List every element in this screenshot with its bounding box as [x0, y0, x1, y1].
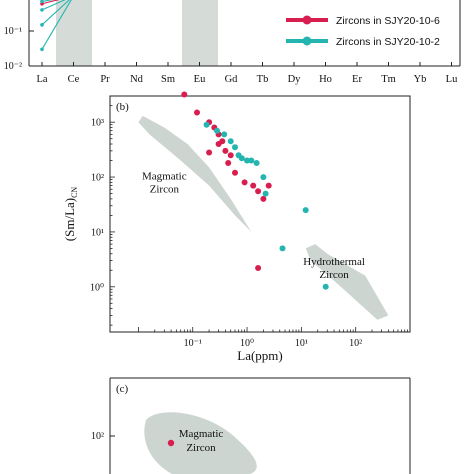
panel-b-point-sjy20-10-2 — [232, 144, 238, 151]
panel-a-xtick-label-gd: Gd — [225, 74, 239, 85]
legend: Zircons in SJY20-10-6 Zircons in SJY20-1… — [286, 15, 440, 48]
panel-a-series-line — [41, 0, 70, 26]
panel-a-series-line — [41, 0, 66, 11]
legend-marker-sjy20-10-6 — [302, 15, 312, 25]
panel-b-point-sjy20-10-2 — [253, 160, 260, 166]
panel-c-ytick-label: 10² — [91, 431, 104, 442]
panel-b-frame — [109, 95, 411, 333]
panel-b-ylabel: (Sm/La)CN — [62, 187, 79, 242]
panel-b-region-label: Hydrothermal — [303, 256, 365, 268]
panel-c-region-label-1: Zircon — [186, 442, 216, 454]
panel-a-xtick-label-sm: Sm — [161, 74, 175, 85]
panel-b-point-sjy20-10-6 — [227, 152, 234, 159]
panel-b-point-sjy20-10-6 — [222, 147, 229, 154]
panel-b-point-sjy20-10-2 — [221, 131, 228, 138]
panel-a-shade-eu — [182, 0, 218, 66]
panel-b-point-sjy20-10-6 — [206, 149, 213, 156]
panel-c-region-label-0: Magmatic — [179, 428, 224, 440]
panel-b-ytick-label: 10³ — [91, 118, 104, 129]
panel-c-label: (c) — [116, 383, 129, 395]
panel-b-point-sjy20-10-6 — [181, 91, 188, 98]
panel-a-xtick-label-dy: Dy — [288, 74, 302, 85]
panel-b-point-sjy20-10-2 — [260, 174, 267, 181]
panel-b-point-sjy20-10-2 — [322, 283, 329, 290]
panel-b-point-sjy20-10-6 — [215, 141, 222, 147]
panel-b-point-sjy20-10-2 — [227, 138, 234, 145]
panel-b-xlabel: La(ppm) — [237, 348, 282, 363]
legend-label-sjy20-10-2: Zircons in SJY20-10-2 — [336, 36, 440, 48]
panel-c-point — [167, 439, 175, 447]
panel-b-point-sjy20-10-6 — [260, 195, 267, 202]
panel-b-label: (b) — [116, 101, 129, 113]
panel-b-region-magmatic — [138, 115, 252, 232]
panel-a-xtick-label-tm: Tm — [381, 74, 396, 85]
panel-a-point — [40, 8, 44, 12]
panel-a-xtick-label-ce: Ce — [68, 74, 80, 85]
panel-b-point-sjy20-10-2 — [302, 207, 309, 214]
panel-b-point-sjy20-10-6 — [250, 182, 257, 189]
legend-marker-sjy20-10-2 — [302, 36, 312, 46]
panel-b-point-sjy20-10-2 — [279, 245, 286, 252]
panel-b-point-sjy20-10-6 — [194, 109, 200, 116]
panel-b-region-label: Zircon — [150, 184, 180, 196]
panel-b-point-sjy20-10-6 — [241, 179, 248, 186]
panel-b-point-sjy20-10-2 — [244, 157, 250, 164]
panel-b-xtick-label: 10¹ — [295, 338, 308, 349]
panel-b-point-sjy20-10-6 — [255, 265, 262, 271]
panel-a-xtick-label-tb: Tb — [257, 74, 269, 85]
panel-a-xtick-label-yb: Yb — [414, 74, 427, 85]
panel-b-region-label: Magmatic — [142, 171, 187, 183]
panel-a-ytick-0: 10⁻¹ — [4, 26, 22, 37]
panel-b-ylabel-main: (Sm/La) — [62, 198, 77, 241]
legend-label-sjy20-10-6: Zircons in SJY20-10-6 — [336, 15, 440, 27]
panel-a-series-line — [41, 0, 60, 5]
panel-b-point-sjy20-10-6 — [265, 182, 272, 189]
panel-b-point-sjy20-10-2 — [262, 190, 269, 197]
panel-b-xtick-label: 10² — [349, 338, 362, 349]
panel-b-region-hydrothermal — [305, 244, 389, 320]
panel-a-point — [40, 47, 44, 52]
panel-b-point-sjy20-10-2 — [248, 157, 255, 164]
panel-b-ytick-label: 10⁰ — [90, 282, 104, 293]
panel-b-ylabel-sub: CN — [70, 187, 79, 198]
panel-b-point-sjy20-10-6 — [255, 188, 262, 195]
panel-b-ytick-label: 10² — [91, 173, 104, 184]
panel-a-ree-pattern: La Ce Pr Nd Sm Eu Gd Tb Dy Ho Er Tm Yb Lu 10⁻¹ 10⁻² Z… — [4, 0, 461, 85]
panel-a-point — [40, 23, 44, 27]
panel-a-xtick-label-pr: Pr — [100, 74, 110, 85]
panel-c-region-magmatic — [144, 412, 257, 474]
panel-a-xtick-label-ho: Ho — [319, 74, 332, 85]
panel-c-scatter: Magmatic Zircon 10² (c) — [91, 377, 411, 474]
panel-b-xtick-label: 10⁻¹ — [184, 338, 202, 349]
panel-a-ytick-1: 10⁻² — [4, 61, 22, 72]
panel-b-point-sjy20-10-2 — [214, 127, 220, 134]
panel-b-point-sjy20-10-6 — [225, 160, 232, 166]
panel-a-xtick-label-nd: Nd — [130, 74, 144, 85]
panel-b-xtick-label: 10⁰ — [240, 338, 254, 349]
panel-a-xtick-label-lu: Lu — [446, 74, 458, 85]
panel-a-xtick-label-la: La — [36, 74, 47, 85]
panel-a-xtick-label-eu: Eu — [194, 74, 206, 85]
panel-a-shade-ce — [56, 0, 92, 66]
panel-b-ytick-label: 10¹ — [91, 227, 104, 238]
panel-b-point-sjy20-10-2 — [203, 121, 210, 128]
panel-a-point — [40, 0, 44, 4]
panel-a-xtick-label-er: Er — [352, 74, 362, 85]
panel-b-point-sjy20-10-6 — [232, 169, 238, 176]
panel-b-region-label: Zircon — [319, 269, 349, 281]
panel-b-point-sjy20-10-2 — [238, 155, 245, 162]
panel-a-series-line — [41, 0, 72, 50]
